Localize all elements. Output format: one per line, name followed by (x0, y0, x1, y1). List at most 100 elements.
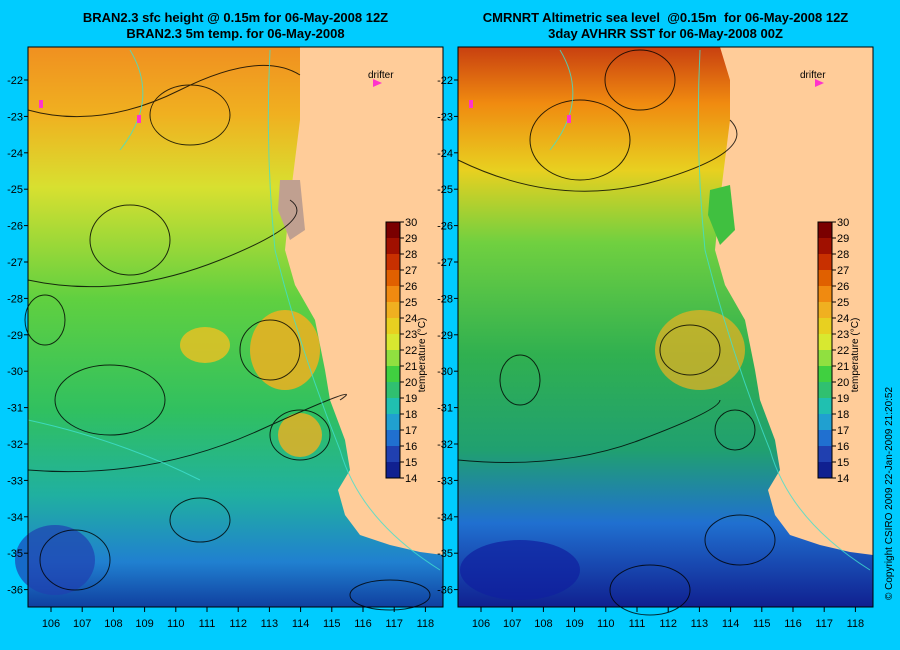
right-title-line2: 3day AVHRR SST for 06-May-2008 00Z (548, 26, 783, 41)
colorbar-tick-label: 30 (837, 217, 849, 229)
lon-tick-label: 112 (659, 618, 677, 630)
right-colorbar-title: temperature (°C) (850, 318, 861, 393)
left-map: drifter (15, 47, 443, 611)
colorbar-tick-label: 14 (405, 473, 417, 485)
colorbar-tick-label: 24 (837, 313, 849, 325)
colorbar-swatch (386, 350, 400, 366)
lon-tick-label: 114 (292, 618, 310, 630)
lat-tick-label: -22 (437, 75, 453, 87)
colorbar-swatch (818, 222, 832, 238)
colorbar-tick-label: 20 (837, 377, 849, 389)
lat-tick-label: -33 (7, 475, 23, 487)
colorbar-swatch (818, 382, 832, 398)
colorbar-tick-label: 15 (405, 457, 417, 469)
colorbar-swatch (386, 366, 400, 382)
colorbar-tick-label: 14 (837, 473, 849, 485)
left-warm-eddy (250, 310, 320, 390)
right-map: drifter (457, 47, 873, 616)
lon-tick-label: 106 (42, 618, 60, 630)
left-title-line2: BRAN2.3 5m temp. for 06-May-2008 (126, 26, 345, 41)
left-drifter-marker (39, 100, 43, 108)
colorbar-tick-label: 26 (405, 281, 417, 293)
colorbar-tick-label: 15 (837, 457, 849, 469)
colorbar-tick-label: 16 (405, 441, 417, 453)
lat-tick-label: -36 (437, 585, 453, 597)
colorbar-swatch (386, 462, 400, 478)
colorbar-swatch (386, 382, 400, 398)
colorbar-tick-label: 29 (405, 233, 417, 245)
left-drifter-marker (137, 115, 141, 123)
lat-tick-label: -26 (7, 221, 23, 233)
copyright-text: © Copyright CSIRO 2009 22-Jan-2009 21:20… (884, 386, 895, 600)
colorbar-swatch (386, 414, 400, 430)
colorbar-swatch (818, 366, 832, 382)
lat-tick-label: -23 (437, 111, 453, 123)
lat-tick-label: -35 (7, 548, 23, 560)
lon-tick-label: 112 (229, 618, 247, 630)
colorbar-tick-label: 29 (837, 233, 849, 245)
lon-tick-label: 110 (167, 618, 185, 630)
colorbar-tick-label: 30 (405, 217, 417, 229)
lon-tick-label: 111 (629, 618, 646, 630)
lat-tick-label: -29 (437, 330, 453, 342)
colorbar-tick-label: 23 (837, 329, 849, 341)
colorbar-tick-label: 27 (405, 265, 417, 277)
colorbar-swatch (386, 430, 400, 446)
colorbar-tick-label: 23 (405, 329, 417, 341)
lat-tick-label: -33 (437, 475, 453, 487)
colorbar-swatch (818, 286, 832, 302)
right-axes: 106 107 108 109 110 111 112 113 114 115 116 117 118 -… (437, 75, 864, 630)
lon-tick-label: 106 (472, 618, 490, 630)
lat-tick-label: -32 (437, 439, 453, 451)
colorbar-tick-label: 25 (405, 297, 417, 309)
colorbar-swatch (818, 318, 832, 334)
colorbar-swatch (386, 446, 400, 462)
left-warm-eddy (180, 327, 230, 363)
lon-tick-label: 117 (815, 618, 833, 630)
lat-tick-label: -34 (7, 512, 23, 524)
lon-tick-label: 115 (753, 618, 771, 630)
colorbar-swatch (818, 334, 832, 350)
colorbar-swatch (386, 334, 400, 350)
right-title-line1: CMRNRT Altimetric sea level @0.15m for 0… (482, 10, 849, 25)
lat-tick-label: -24 (7, 148, 23, 160)
lat-tick-label: -31 (7, 403, 23, 415)
right-drifter-marker (469, 100, 473, 108)
lon-tick-label: 117 (385, 618, 403, 630)
left-colorbar-title: temperature (°C) (417, 318, 428, 393)
colorbar-tick-label: 17 (837, 425, 849, 437)
colorbar-tick-label: 21 (405, 361, 417, 373)
left-frame (27, 46, 444, 608)
lon-tick-label: 118 (847, 618, 865, 630)
right-drifter-label: drifter (800, 70, 826, 81)
colorbar-tick-label: 19 (837, 393, 849, 405)
lon-tick-label: 108 (104, 618, 122, 630)
colorbar-swatch (818, 238, 832, 254)
lat-tick-label: -35 (437, 548, 453, 560)
lat-tick-label: -28 (437, 293, 453, 305)
colorbar-swatch (386, 222, 400, 238)
lon-tick-label: 107 (503, 618, 521, 630)
lat-tick-label: -27 (7, 257, 23, 269)
colorbar-swatch (818, 430, 832, 446)
colorbar-tick-label: 24 (405, 313, 417, 325)
lon-tick-label: 109 (135, 618, 153, 630)
right-drifter-marker (567, 115, 571, 123)
colorbar-swatch (818, 302, 832, 318)
lat-tick-label: -25 (437, 184, 453, 196)
lat-tick-label: -28 (7, 293, 23, 305)
colorbar-swatch (818, 462, 832, 478)
colorbar-tick-label: 28 (837, 249, 849, 261)
lat-tick-label: -31 (437, 403, 453, 415)
right-frame (457, 46, 874, 608)
colorbar-swatch (818, 398, 832, 414)
colorbar-tick-label: 21 (837, 361, 849, 373)
lon-tick-label: 115 (323, 618, 341, 630)
lon-tick-label: 116 (354, 618, 372, 630)
left-shark-bay (278, 180, 305, 240)
colorbar-swatch (818, 350, 832, 366)
lon-tick-label: 111 (199, 618, 216, 630)
left-title-line1: BRAN2.3 sfc height @ 0.15m for 06-May-20… (82, 10, 389, 25)
left-axes: 106 107 108 109 110 111 112 113 114 115 116 117 118 -… (7, 75, 434, 630)
lat-tick-label: -25 (7, 184, 23, 196)
